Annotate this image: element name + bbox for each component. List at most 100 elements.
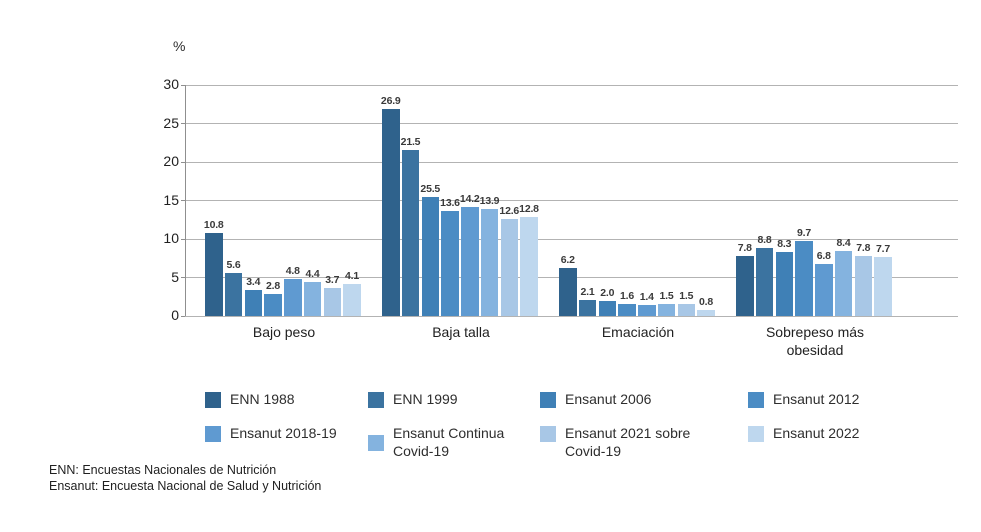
- plot-area: 0 5 10 15 20 25 30 10.8 5.6 3.4 2.8 4.8 4.4 3.7 4.1 Baj…: [163, 76, 958, 358]
- bar: [657, 304, 676, 316]
- bar-value-label: 1.5: [679, 290, 694, 303]
- bar: [598, 300, 616, 316]
- bar: [559, 268, 577, 316]
- legend-swatch: [205, 426, 221, 442]
- bar-value-label: 7.7: [876, 242, 890, 255]
- y-axis-tick-label: 15: [163, 191, 179, 208]
- bar-value-label: 5.6: [226, 258, 241, 271]
- bar: [323, 287, 341, 316]
- bar: [736, 255, 754, 316]
- bar-value-label: 7.8: [737, 241, 752, 254]
- bar-value-label: 12.6: [499, 204, 520, 217]
- bar: [303, 282, 322, 316]
- legend-item: Ensanut 2021 sobre Covid-19: [540, 425, 748, 460]
- legend-swatch: [540, 392, 556, 408]
- y-axis-tick-label: 25: [163, 114, 179, 131]
- bar-value-label: 26.9: [380, 94, 401, 107]
- bar-value-label: 21.5: [400, 136, 421, 149]
- x-axis-category-label: Emaciación: [601, 324, 675, 340]
- bar-value-label: 8.8: [757, 234, 772, 247]
- bar-value-label: 3.7: [325, 273, 340, 286]
- gridline: [185, 123, 958, 124]
- bar-value-label: 1.4: [639, 291, 654, 304]
- y-axis-tick-label: 0: [171, 307, 179, 323]
- legend-item: Ensanut 2018-19: [205, 425, 368, 460]
- bar: [205, 232, 223, 316]
- bar-value-label: 6.2: [560, 254, 575, 267]
- bar: [401, 150, 420, 316]
- y-axis-tick: [181, 315, 185, 317]
- bar-value-label: 13.6: [440, 197, 460, 210]
- legend-item: Ensanut Continua Covid-19: [368, 425, 540, 460]
- legend-swatch: [748, 426, 764, 442]
- legend-swatch: [540, 426, 556, 442]
- bar: [461, 206, 479, 316]
- y-axis-tick-label: 5: [171, 268, 179, 285]
- y-axis-line: [185, 85, 186, 316]
- bar: [421, 196, 439, 316]
- legend-swatch: [205, 392, 221, 408]
- bar-value-label: 6.8: [816, 249, 831, 262]
- bar: [834, 251, 853, 316]
- y-axis-tick-label: 10: [163, 230, 179, 246]
- bar: [224, 272, 243, 316]
- bar: [480, 208, 499, 316]
- y-axis-tick: [181, 200, 185, 201]
- legend-swatch: [748, 392, 764, 408]
- bar-value-label: 2.1: [580, 285, 595, 298]
- bar-value-label: 13.9: [479, 194, 500, 207]
- bar: [578, 299, 597, 316]
- bar: [500, 218, 518, 316]
- bar: [815, 263, 833, 316]
- legend-item: ENN 1988: [205, 391, 368, 415]
- y-axis-tick: [181, 238, 185, 240]
- footnote-enn: ENN: Encuestas Nacionales de Nutrición: [49, 463, 277, 477]
- bar: [755, 248, 774, 316]
- legend-label: Ensanut 2012: [773, 391, 860, 407]
- bar-value-label: 2.8: [266, 280, 280, 293]
- bar: [343, 284, 361, 316]
- bar: [854, 255, 872, 316]
- bar-value-label: 2.0: [600, 286, 615, 299]
- bar-value-label: 4.1: [345, 270, 359, 283]
- bar: [874, 256, 892, 316]
- y-axis-tick: [181, 84, 185, 86]
- bar-value-label: 0.8: [699, 295, 713, 308]
- legend-item: Ensanut 2012: [748, 391, 918, 415]
- legend-label: ENN 1999: [393, 391, 458, 407]
- bar: [244, 289, 262, 316]
- bar: [382, 108, 400, 316]
- bar-value-label: 14.2: [459, 192, 480, 205]
- legend-label: Ensanut 2021 sobre Covid-19: [565, 425, 691, 459]
- legend-label: Ensanut 2006: [565, 391, 652, 407]
- y-axis-unit-label: %: [173, 38, 186, 54]
- gridline: [185, 84, 958, 86]
- chart-legend: ENN 1988 ENN 1999 Ensanut 2006 Ensanut 2012…: [205, 391, 918, 460]
- bar-value-label: 4.8: [285, 265, 300, 278]
- x-axis-category-label: Sobrepeso más obesidad: [765, 324, 865, 358]
- bar: [441, 211, 459, 316]
- legend-item: Ensanut 2006: [540, 391, 748, 415]
- bar: [775, 252, 793, 316]
- bar: [520, 217, 538, 316]
- y-axis-tick: [181, 123, 185, 124]
- legend-swatch: [368, 435, 384, 451]
- bar: [618, 303, 636, 316]
- gridline: [185, 200, 958, 201]
- x-axis-category-label: Baja talla: [432, 324, 490, 340]
- bar-value-label: 8.3: [777, 238, 792, 251]
- legend-label: ENN 1988: [230, 391, 295, 407]
- bar: [638, 305, 656, 316]
- gridline: [185, 161, 958, 163]
- bar: [264, 294, 282, 316]
- bar-value-label: 7.8: [856, 241, 871, 254]
- legend-item: ENN 1999: [368, 391, 540, 415]
- bar: [677, 304, 695, 316]
- bar-value-label: 1.6: [620, 289, 634, 302]
- y-axis-tick: [181, 277, 185, 278]
- bar: [697, 309, 715, 316]
- footnotes: ENN: Encuestas Nacionales de Nutrición E…: [49, 462, 321, 495]
- y-axis-tick: [181, 161, 185, 163]
- bar-value-label: 1.5: [659, 290, 674, 303]
